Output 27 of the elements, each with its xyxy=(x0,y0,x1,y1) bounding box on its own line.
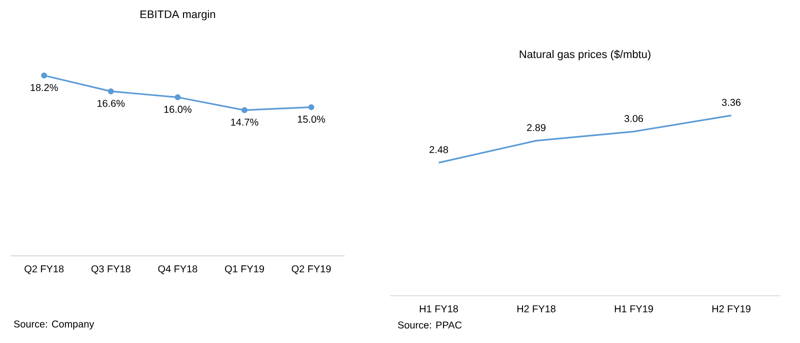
point xyxy=(242,107,248,114)
x-tick-label: H2 FY18 xyxy=(517,305,556,312)
source-note: Source: Company xyxy=(14,320,94,330)
point xyxy=(41,72,48,78)
data-label: 2.48 xyxy=(430,146,448,154)
data-label: 14.7% xyxy=(231,118,258,126)
chart-title: Natural gas prices ($/mbtu) xyxy=(520,50,650,60)
data-label: 16.6% xyxy=(98,100,125,107)
x-tick-label: H1 FY19 xyxy=(614,305,653,312)
point xyxy=(108,88,114,94)
point xyxy=(174,94,181,100)
data-label: 16.0% xyxy=(164,106,192,113)
chart-title: EBITDA margin xyxy=(140,10,216,20)
data-label: 3.06 xyxy=(624,114,644,122)
point xyxy=(308,104,314,110)
data-label: 18.2% xyxy=(30,84,58,92)
x-tick-label: Q4 FY18 xyxy=(158,265,198,274)
x-tick-label: Q2 FY19 xyxy=(292,265,331,274)
source-note: Source: PPAC xyxy=(398,321,462,329)
data-label: 15.0% xyxy=(298,116,326,123)
x-tick-label: H2 FY19 xyxy=(712,305,750,312)
x-tick-label: Q2 FY18 xyxy=(24,265,64,274)
data-label: 2.89 xyxy=(527,124,546,132)
x-tick-label: H1 FY18 xyxy=(420,305,458,312)
x-tick-label: Q3 FY18 xyxy=(91,265,130,274)
x-tick-label: Q1 FY19 xyxy=(225,265,264,274)
data-label: 3.36 xyxy=(722,98,741,106)
